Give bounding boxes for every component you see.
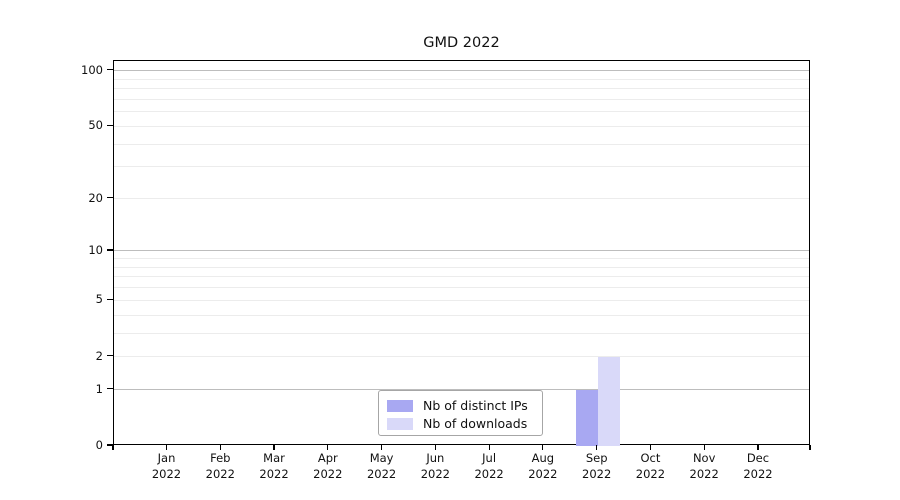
x-tick-label-sep-2022: Sep 2022 xyxy=(582,451,612,481)
x-tick-label-aug-2022: Aug 2022 xyxy=(528,451,558,481)
y-tick-1 xyxy=(107,388,113,390)
y-tick-label-0: 0 xyxy=(95,438,103,452)
y-tick-label-5: 5 xyxy=(95,292,103,307)
minor-gridline-y-40 xyxy=(114,143,809,145)
legend-item: Nb of distinct IPs xyxy=(387,397,534,414)
y-tick-100 xyxy=(107,69,113,71)
legend-label: Nb of downloads xyxy=(423,416,528,431)
x-tick-dec-2022 xyxy=(757,445,759,450)
bar-nb-of-downloads-sep-2022 xyxy=(597,356,620,446)
y-tick-50 xyxy=(107,124,113,126)
minor-gridline-y-2 xyxy=(114,356,809,358)
minor-gridline-y-6 xyxy=(114,287,809,289)
x-tick-label-feb-2022: Feb 2022 xyxy=(205,451,235,481)
legend: Nb of distinct IPs Nb of downloads xyxy=(378,390,543,436)
legend-label: Nb of distinct IPs xyxy=(423,398,528,413)
x-tick-label-nov-2022: Nov 2022 xyxy=(689,451,719,481)
x-tick-jul-2022 xyxy=(488,445,490,450)
y-tick-0 xyxy=(107,444,113,446)
x-tick-label-jan-2022: Jan 2022 xyxy=(151,451,182,481)
x-tick-oct-2022 xyxy=(649,445,652,450)
minor-gridline-y-30 xyxy=(114,166,809,168)
minor-gridline-y-70 xyxy=(114,98,809,100)
y-tick-20 xyxy=(107,196,113,199)
minor-gridline-y-4 xyxy=(114,314,809,316)
x-tick-label-jun-2022: Jun 2022 xyxy=(420,451,450,481)
minor-gridline-y-90 xyxy=(114,78,809,80)
x-tick-label-jul-2022: Jul 2022 xyxy=(474,451,504,481)
minor-gridline-y-20 xyxy=(114,198,809,199)
y-tick-label-50: 50 xyxy=(88,118,103,133)
x-tick-jan-2022 xyxy=(165,445,168,450)
x-tick-feb-2022 xyxy=(219,445,221,450)
x-tick-apr-2022 xyxy=(327,445,329,450)
minor-gridline-y-60 xyxy=(114,111,809,113)
minor-gridline-y-80 xyxy=(114,88,809,90)
x-tick-jun-2022 xyxy=(434,445,436,450)
chart-title: GMD 2022 xyxy=(423,35,500,51)
major-gridline-y-1 xyxy=(114,389,809,391)
x-tick-label-apr-2022: Apr 2022 xyxy=(313,451,343,481)
minor-gridline-y-7 xyxy=(114,276,809,278)
y-tick-2 xyxy=(107,355,113,357)
x-tick-may-2022 xyxy=(380,445,383,450)
minor-gridline-y-9 xyxy=(114,258,809,260)
y-tick-label-1: 1 xyxy=(95,381,103,396)
legend-swatch-nb-of-downloads xyxy=(387,417,413,430)
y-tick-10 xyxy=(107,249,113,251)
major-gridline-y-100 xyxy=(114,70,809,72)
minor-gridline-y-50 xyxy=(114,125,809,127)
x-tick-nov-2022 xyxy=(703,445,705,450)
legend-swatch-nb-of-distinct-ips xyxy=(387,399,413,412)
x-tick-label-mar-2022: Mar 2022 xyxy=(259,451,289,481)
x-tick-edge-0 xyxy=(112,445,114,450)
y-tick-label-100: 100 xyxy=(81,62,103,77)
minor-gridline-y-5 xyxy=(114,299,809,301)
plot-area xyxy=(113,60,810,446)
minor-gridline-y-8 xyxy=(114,266,809,268)
minor-gridline-y-3 xyxy=(114,332,809,334)
major-gridline-y-10 xyxy=(114,250,809,252)
y-tick-5 xyxy=(107,298,113,300)
y-tick-label-20: 20 xyxy=(88,190,103,205)
x-tick-sep-2022 xyxy=(596,445,598,450)
bar-nb-of-distinct-ips-sep-2022 xyxy=(575,389,598,446)
y-tick-label-2: 2 xyxy=(95,348,103,363)
legend-item: Nb of downloads xyxy=(387,415,534,432)
x-tick-label-dec-2022: Dec 2022 xyxy=(743,451,773,481)
x-tick-label-may-2022: May 2022 xyxy=(366,451,397,481)
x-tick-aug-2022 xyxy=(542,445,544,450)
x-tick-mar-2022 xyxy=(273,445,275,450)
x-tick-label-oct-2022: Oct 2022 xyxy=(635,451,666,481)
x-tick-edge-1 xyxy=(809,445,811,450)
y-tick-label-10: 10 xyxy=(88,243,103,258)
